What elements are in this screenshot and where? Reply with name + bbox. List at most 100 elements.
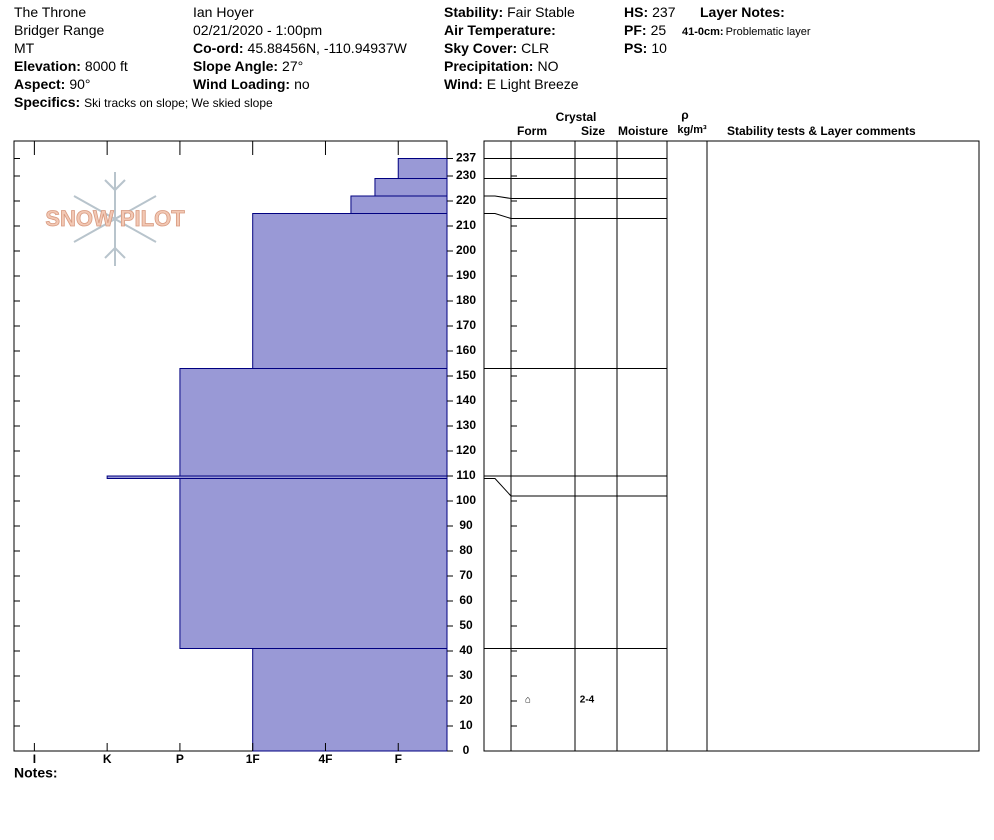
layer-bar [350,195,448,214]
field-label: Layer Notes: [700,4,785,20]
header-field: Wind Loading: no [193,76,310,92]
y-tick-label: 190 [456,268,476,282]
x-tick-label: P [176,752,184,766]
y-tick-label: 220 [456,193,476,207]
layer-connector [484,195,512,199]
header-field: PF: 25 [624,22,666,38]
y-tick-label: 120 [456,443,476,457]
header-field: HS: 237 [624,4,675,20]
field-label: Precipitation: [444,58,534,74]
field-value: 8000 ft [84,58,128,74]
layer-connector [484,213,512,219]
field-value: CLR [521,40,550,56]
layer-bar [179,368,448,477]
layer-bar [252,213,448,369]
table-columns [510,141,708,751]
field-value: 10 [651,40,667,56]
layer-connector [484,478,512,497]
field-value: Bridger Range [14,22,105,38]
header-field: Elevation: 8000 ft [14,58,128,74]
header-field: Aspect: 90° [14,76,91,92]
y-tick-label: 20 [459,693,473,707]
y-tick-label: 0 [463,743,470,757]
y-tick-label: 90 [459,518,473,532]
layer-bar [179,478,448,649]
field-label: PF: [624,22,647,38]
y-tick-label: 50 [459,618,473,632]
table-header: Stability tests & Layer comments [727,124,916,138]
y-tick-label: 200 [456,243,476,257]
header-field: Wind: E Light Breeze [444,76,579,92]
header-field: Precipitation: NO [444,58,558,74]
field-label: Stability: [444,4,504,20]
table-header: Crystal [556,110,597,124]
field-value: 90° [69,76,91,92]
field-label: HS: [624,4,649,20]
field-value: Fair Stable [507,4,575,20]
field-label: Co-ord: [193,40,244,56]
x-tick-label: I [33,752,36,766]
y-tick-label: 150 [456,368,476,382]
y-tick-label: 237 [456,151,476,165]
layer-bar [374,178,448,197]
field-value: Problematic layer [725,26,811,38]
y-tick-label: 60 [459,593,473,607]
header-field: Ian Hoyer [193,4,254,20]
y-tick-label: 230 [456,168,476,182]
y-tick-label: 110 [456,468,476,482]
notes-label: Notes: [14,765,58,781]
header-field: Specifics: Ski tracks on slope; We skied … [14,94,273,111]
header-field: Stability: Fair Stable [444,4,575,20]
y-tick-label: 180 [456,293,476,307]
grain-form: ⌂ [525,694,531,705]
layer-bar [252,648,448,752]
field-label: Air Temperature: [444,22,556,38]
header-field: 02/21/2020 - 1:00pm [193,22,322,38]
field-label: Specifics: [14,94,81,110]
field-label: PS: [624,40,648,56]
field-value: Ian Hoyer [193,4,254,20]
y-tick-label: 130 [456,418,476,432]
header-field: Sky Cover: CLR [444,40,549,56]
table-frame [483,140,980,752]
grain-size: 2-4 [580,694,595,705]
x-tick-label: F [395,752,402,766]
layer-bar [397,158,448,179]
field-value: MT [14,40,35,56]
x-tick-label: 1F [246,752,260,766]
y-tick-label: 100 [456,493,476,507]
field-value: 45.88456N, -110.94937W [247,40,407,56]
header-field: PS: 10 [624,40,667,56]
field-value: 02/21/2020 - 1:00pm [193,22,323,38]
field-value: no [294,76,310,92]
field-value: 27° [282,58,304,74]
field-value: 237 [652,4,676,20]
header-field: Slope Angle: 27° [193,58,303,74]
field-value: NO [537,58,559,74]
x-tick-label: 4F [318,752,332,766]
y-tick-label: 140 [456,393,476,407]
field-label: Wind Loading: [193,76,291,92]
field-value: 25 [650,22,667,38]
logo [73,172,157,266]
header-field: 41-0cm: Problematic layer [682,24,811,40]
header-field: Air Temperature: [444,22,560,38]
y-tick-label: 70 [459,568,473,582]
field-value: Ski tracks on slope; We skied slope [84,96,273,110]
header-field: The Throne [14,4,86,20]
table-header: kg/m³ [677,124,707,136]
field-label: 41-0cm: [682,26,724,38]
header-field: Bridger Range [14,22,104,38]
table-header: Form [517,124,547,138]
y-tick-label: 40 [459,643,473,657]
table-header: Moisture [618,124,668,138]
field-label: Aspect: [14,76,66,92]
field-label: Wind: [444,76,483,92]
y-tick-label: 160 [456,343,476,357]
table-header: Size [581,124,605,138]
field-label: Slope Angle: [193,58,279,74]
field-label: Sky Cover: [444,40,518,56]
field-label: Elevation: [14,58,81,74]
